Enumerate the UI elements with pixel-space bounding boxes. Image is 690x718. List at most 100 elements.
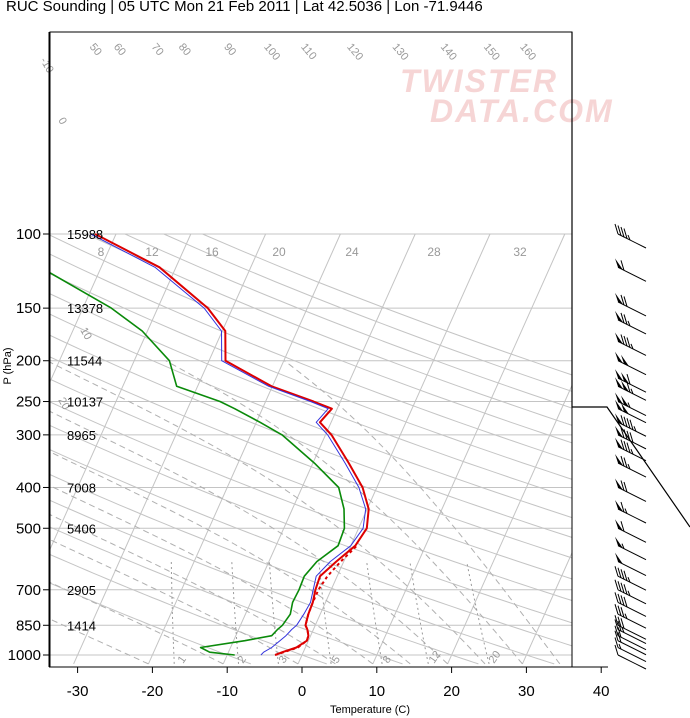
dry-adiabat — [50, 293, 572, 499]
barb-feather — [623, 596, 628, 608]
dry-adiabat — [50, 499, 479, 665]
barb-flag — [615, 536, 623, 549]
isotherm-line — [147, 233, 341, 665]
mixing-ratio-label: 3 — [277, 654, 290, 666]
mixing-ratio-line — [366, 561, 383, 664]
wind-barb — [614, 619, 647, 644]
wind-barb — [615, 552, 647, 577]
dry-adiabat — [50, 234, 572, 444]
barb-feather — [626, 418, 631, 429]
barb-feather — [614, 637, 619, 648]
barb-flag — [615, 332, 623, 344]
isotherm-label: 110 — [298, 41, 318, 62]
x-tick-label: 10 — [368, 683, 385, 700]
barb-flag — [621, 380, 629, 392]
y-tick-label: 100 — [16, 226, 41, 243]
wind-barb — [615, 425, 647, 450]
y-tick-label: 250 — [16, 394, 41, 411]
isotherm-label: 150 — [481, 41, 502, 63]
barb-feather — [617, 605, 622, 616]
wind-barb — [615, 454, 647, 478]
moist-adiabat — [50, 451, 411, 665]
dry-adiabat — [50, 334, 572, 538]
isotherm-label: 130 — [390, 41, 411, 63]
wind-barb — [615, 500, 647, 524]
barb-feather — [620, 294, 625, 306]
barb-feather — [620, 582, 625, 593]
barb-flag — [615, 552, 623, 565]
profile-line-0 — [94, 233, 370, 656]
height-label: 10137 — [67, 395, 103, 410]
mixing-ratio-line — [409, 561, 429, 665]
wind-barb — [615, 292, 647, 317]
moist-adiabat — [284, 360, 561, 665]
barb-staff — [617, 640, 647, 656]
watermark-line2: DATA.COM — [430, 93, 614, 129]
wind-barb — [614, 223, 647, 249]
barb-flag — [621, 372, 629, 384]
height-label: 15988 — [67, 227, 103, 242]
barb-feather — [617, 632, 622, 643]
moist-adiabat — [50, 514, 336, 665]
isotherm-label: 10 — [77, 326, 94, 343]
barb-flag — [615, 500, 623, 512]
wind-barb — [615, 413, 647, 437]
barb-half — [627, 463, 631, 470]
wind-barb — [614, 604, 647, 629]
barb-half — [624, 613, 628, 619]
height-label: 13378 — [67, 301, 103, 316]
hodograph-boundary — [571, 32, 690, 528]
barb-half — [630, 448, 634, 455]
barb-feather — [620, 607, 625, 618]
isotherm-label: -10 — [37, 56, 55, 76]
barb-feather — [614, 579, 619, 590]
wind-barb — [614, 625, 647, 651]
moist-adiabat — [50, 539, 299, 665]
moist-adiabat — [50, 581, 224, 665]
mixing-ratio-line — [231, 561, 239, 664]
dry-adiabat — [50, 356, 572, 559]
profile-line-3 — [274, 544, 358, 656]
profile-group — [50, 233, 370, 656]
barb-feather — [626, 374, 631, 385]
barb-feather — [620, 521, 625, 532]
barb-staff — [617, 601, 647, 617]
isotherm-line — [447, 384, 572, 665]
barb-feather — [626, 430, 631, 442]
barb-feather — [614, 644, 619, 656]
x-tick-label: 40 — [593, 683, 610, 700]
dry-adiabat — [50, 424, 572, 624]
wind-barb — [615, 536, 647, 561]
wetbulb-label: 32 — [513, 245, 527, 259]
barb-flag — [615, 310, 623, 323]
x-tick-label: -10 — [216, 683, 238, 700]
barb-feather — [623, 296, 628, 307]
barb-feather — [617, 593, 622, 605]
wind-barb — [615, 437, 647, 462]
barb-staff — [617, 613, 647, 629]
wind-barb — [615, 519, 647, 543]
isotherm-line — [672, 234, 690, 664]
x-tick-label: -30 — [67, 683, 89, 700]
barb-staff — [617, 654, 647, 670]
barb-feather — [623, 481, 628, 493]
barb-flag — [615, 351, 623, 364]
height-label: 2905 — [67, 583, 96, 598]
barb-flag — [615, 377, 623, 389]
wind-barb — [614, 579, 647, 605]
barb-half — [627, 577, 631, 583]
isotherm-label: 120 — [344, 41, 365, 63]
barb-feather — [623, 584, 628, 595]
barb-feather — [620, 501, 625, 513]
barb-feather — [614, 625, 619, 636]
wind-barb — [615, 377, 647, 401]
dry-adiabat — [50, 273, 572, 480]
mixing-ratio-label: 8 — [381, 654, 394, 666]
barb-feather — [620, 618, 625, 629]
y-axis-label: P (hPa) — [2, 347, 14, 384]
watermark: TWISTER DATA.COM — [400, 63, 614, 129]
wetbulb-label: 12 — [145, 245, 159, 259]
barb-staff — [617, 647, 647, 662]
